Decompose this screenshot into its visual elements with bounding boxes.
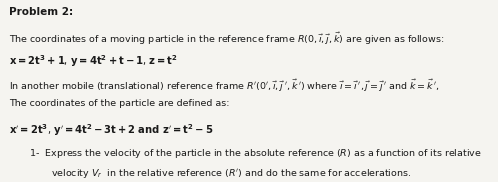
Text: The coordinates of a moving particle in the reference frame $R(0,\vec{\imath},\v: The coordinates of a moving particle in … <box>9 31 444 47</box>
Text: 1-  Express the velocity of the particle in the absolute reference $(R)$ as a fu: 1- Express the velocity of the particle … <box>29 147 482 159</box>
Text: $\mathbf{x' = 2t^3}$, $\mathbf{y' = 4t^2 - 3t + 2}$ $\mathbf{and\ z' = t^2 - 5}$: $\mathbf{x' = 2t^3}$, $\mathbf{y' = 4t^2… <box>9 122 213 138</box>
Text: Problem 2:: Problem 2: <box>9 7 73 17</box>
Text: $\mathbf{x = 2t^3 + 1}$, $\mathbf{y = 4t^2 + t - 1}$, $\mathbf{z = t^2}$: $\mathbf{x = 2t^3 + 1}$, $\mathbf{y = 4t… <box>9 54 178 70</box>
Text: In another mobile (translational) reference frame $R'(0',\vec{\imath},\vec{\jmat: In another mobile (translational) refere… <box>9 78 440 94</box>
Text: The coordinates of the particle are defined as:: The coordinates of the particle are defi… <box>9 99 230 108</box>
Text: velocity $V_r$  in the relative reference $(R')$ and do the same for acceleratio: velocity $V_r$ in the relative reference… <box>51 167 412 180</box>
